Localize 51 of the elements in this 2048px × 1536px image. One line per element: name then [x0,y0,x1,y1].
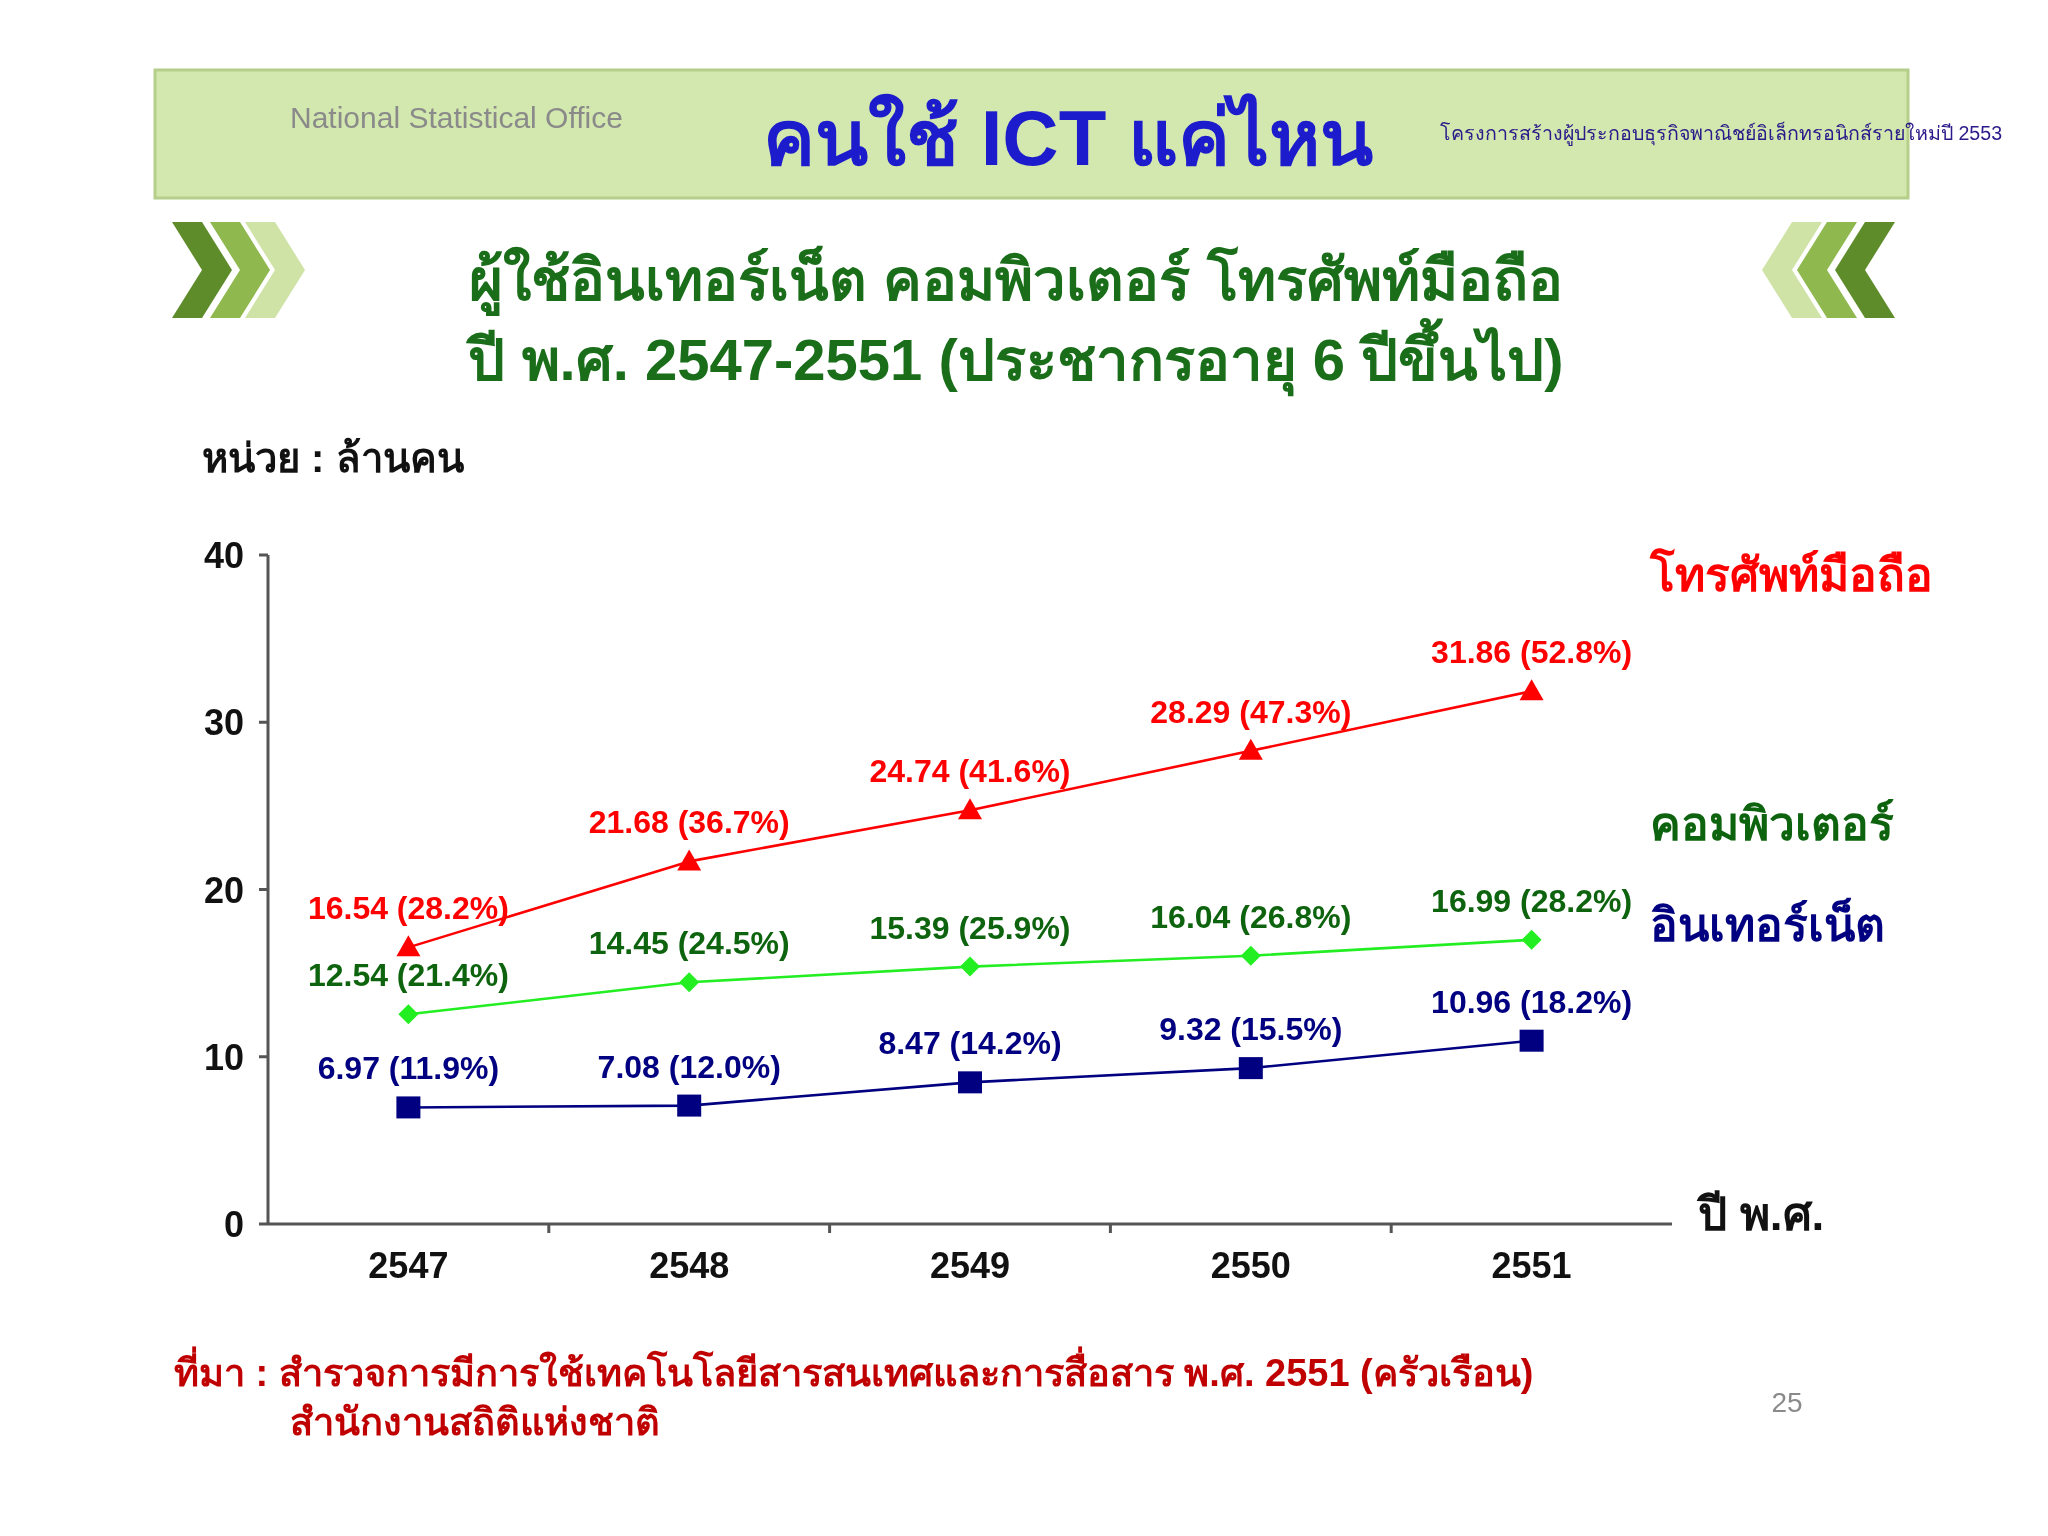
data-label: 7.08 (12.0%) [597,1048,781,1085]
point [1238,1057,1263,1080]
data-label: 8.47 (14.2%) [878,1025,1062,1062]
data-label: 28.29 (47.3%) [1150,693,1352,730]
data-label: 16.99 (28.2%) [1431,882,1633,919]
point [960,956,980,977]
text: National Statistical Office [290,101,623,134]
data-label: 14.45 (24.5%) [588,925,790,962]
point [1238,738,1263,760]
point [958,798,982,820]
data-label: 15.39 (25.9%) [869,909,1071,946]
y-axis-title: หน่วย : ล้านคน [202,436,464,480]
data-label: 9.32 (15.5%) [1159,1011,1343,1048]
point [1521,929,1542,950]
point [1519,1029,1544,1052]
point [396,1096,421,1119]
data-label: 12.54 (21.4%) [307,957,509,994]
chart-title: คนใช้ ICT แค่ไหน [763,93,1373,182]
point [679,972,700,993]
data-label: 16.54 (28.2%) [307,890,509,927]
x-tick-label: 2549 [929,1245,1011,1286]
text: อินเทอร์เน็ต [1649,896,1885,951]
x-tick-label: 2551 [1491,1245,1572,1286]
point [1519,679,1544,701]
y-tick-label: 20 [203,869,244,911]
data-label: 6.97 (11.9%) [317,1050,500,1087]
text: คอมพิวเตอร์ [1649,797,1894,850]
point [677,849,702,871]
x-axis-title: ปี พ.ศ. [1696,1188,1825,1240]
x-tick-label: 2550 [1210,1245,1291,1286]
text: ที่มา : สำรวจการมีการใช้เทคโนโลยีสารสนเทศและการสื่อสาร พ.ศ. 2551 (ครัวเรือน) สำนักงานสถิติแห่งชาติ [174,1346,1534,1444]
data-label: 31.86 (52.8%) [1431,634,1633,671]
point [677,1094,702,1117]
y-tick-label: 10 [203,1036,244,1078]
y-tick-label: 0 [223,1204,244,1245]
x-tick-label: 2547 [368,1245,449,1286]
point [398,1004,419,1025]
text: โครงการสร้างผู้ประกอบธุรกิจพาณิชย์อิเล็กทรอนิกส์รายใหม่ปี 2553 [1440,121,2003,146]
data-label: 21.68 (36.7%) [588,804,790,841]
data-label: 10.96 (18.2%) [1431,983,1633,1020]
point [1240,945,1261,966]
y-tick-label: 30 [203,702,244,744]
x-tick-label: 2548 [649,1245,730,1286]
y-tick-label: 40 [203,535,244,576]
point [958,1071,982,1094]
chart-subtitle: ผู้ใช้อินเทอร์เน็ต คอมพิวเตอร์ โทรศัพท์มือถือ ปี พ.ศ. 2547-2551 (ประชากรอายุ 6 ปีขึ้นไป) [465,245,1564,397]
text: โทรศัพท์มือถือ [1648,548,1933,602]
data-label: 24.74 (41.6%) [869,753,1071,790]
point [396,935,421,957]
text: 25 [1771,1387,1803,1418]
data-label: 16.04 (26.8%) [1150,898,1352,935]
